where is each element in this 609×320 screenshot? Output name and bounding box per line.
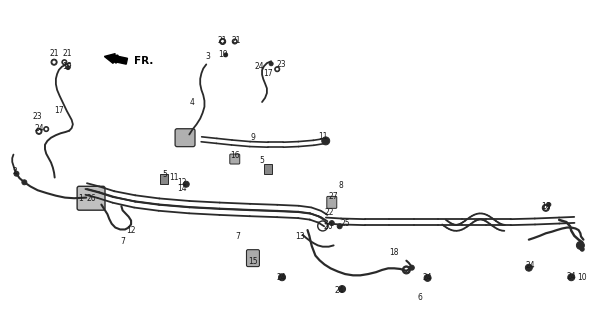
Text: 22: 22 bbox=[324, 208, 334, 217]
Circle shape bbox=[544, 206, 547, 210]
Text: 26: 26 bbox=[86, 194, 96, 203]
Text: 27: 27 bbox=[329, 192, 339, 201]
Text: 12: 12 bbox=[177, 178, 187, 187]
Circle shape bbox=[36, 128, 42, 134]
FancyBboxPatch shape bbox=[77, 186, 105, 210]
Circle shape bbox=[403, 266, 410, 274]
Bar bbox=[160, 174, 168, 184]
Circle shape bbox=[547, 203, 551, 207]
Text: 7: 7 bbox=[235, 232, 240, 241]
Circle shape bbox=[526, 264, 532, 271]
Text: 21: 21 bbox=[232, 36, 241, 45]
Text: 24: 24 bbox=[525, 261, 535, 270]
FancyBboxPatch shape bbox=[230, 154, 240, 164]
Circle shape bbox=[543, 204, 549, 211]
Bar bbox=[264, 164, 272, 173]
Text: 5: 5 bbox=[163, 170, 167, 179]
Text: 24: 24 bbox=[34, 124, 44, 132]
Text: 18: 18 bbox=[390, 248, 399, 257]
Text: 18: 18 bbox=[541, 202, 551, 211]
Circle shape bbox=[63, 61, 66, 64]
FancyBboxPatch shape bbox=[175, 129, 195, 147]
FancyArrow shape bbox=[104, 54, 127, 64]
Circle shape bbox=[14, 171, 19, 176]
Circle shape bbox=[52, 60, 55, 64]
Text: 19: 19 bbox=[218, 50, 227, 59]
Text: 24: 24 bbox=[276, 273, 286, 282]
Circle shape bbox=[66, 66, 70, 69]
Text: 8: 8 bbox=[339, 181, 343, 190]
Circle shape bbox=[275, 67, 280, 72]
Circle shape bbox=[44, 127, 49, 132]
Circle shape bbox=[22, 180, 27, 185]
Text: 21: 21 bbox=[218, 36, 227, 45]
Text: 17: 17 bbox=[54, 106, 64, 115]
Text: 16: 16 bbox=[230, 151, 239, 160]
Text: 12: 12 bbox=[125, 226, 135, 235]
Circle shape bbox=[37, 130, 41, 133]
Circle shape bbox=[322, 137, 329, 145]
FancyBboxPatch shape bbox=[247, 250, 259, 267]
Circle shape bbox=[233, 40, 236, 43]
Circle shape bbox=[224, 53, 228, 57]
Text: 19: 19 bbox=[62, 62, 72, 71]
Text: 10: 10 bbox=[577, 273, 587, 282]
Circle shape bbox=[276, 68, 278, 71]
Text: 24: 24 bbox=[254, 61, 264, 70]
Circle shape bbox=[232, 39, 238, 44]
Text: 4: 4 bbox=[190, 98, 195, 107]
Circle shape bbox=[220, 38, 225, 44]
Circle shape bbox=[221, 40, 224, 43]
Text: 3: 3 bbox=[205, 52, 210, 61]
Text: 5: 5 bbox=[259, 156, 264, 164]
Text: 17: 17 bbox=[263, 69, 273, 78]
Text: 1: 1 bbox=[78, 194, 83, 203]
Text: 6: 6 bbox=[417, 292, 422, 301]
Circle shape bbox=[51, 59, 57, 65]
Circle shape bbox=[269, 62, 273, 66]
Text: 23: 23 bbox=[33, 113, 43, 122]
Text: 21: 21 bbox=[62, 49, 72, 58]
Circle shape bbox=[404, 268, 409, 272]
Text: 14: 14 bbox=[177, 184, 187, 193]
Text: 21: 21 bbox=[50, 49, 60, 58]
Circle shape bbox=[339, 285, 345, 292]
Circle shape bbox=[329, 220, 334, 226]
Text: 24: 24 bbox=[566, 272, 576, 281]
Circle shape bbox=[568, 274, 575, 281]
Text: 15: 15 bbox=[248, 258, 258, 267]
Text: 20: 20 bbox=[324, 222, 334, 231]
Text: 13: 13 bbox=[295, 232, 305, 241]
Text: 23: 23 bbox=[276, 60, 286, 69]
Circle shape bbox=[580, 247, 584, 251]
Circle shape bbox=[337, 224, 342, 229]
Circle shape bbox=[45, 128, 48, 131]
Circle shape bbox=[183, 181, 189, 187]
Text: FR.: FR. bbox=[133, 56, 153, 66]
Text: 25: 25 bbox=[341, 219, 351, 228]
Text: 24: 24 bbox=[423, 273, 432, 282]
Text: 24: 24 bbox=[335, 286, 345, 295]
Text: 11: 11 bbox=[318, 132, 328, 140]
FancyBboxPatch shape bbox=[327, 196, 337, 208]
Circle shape bbox=[409, 265, 414, 270]
Circle shape bbox=[62, 60, 67, 65]
Text: 11: 11 bbox=[169, 173, 178, 182]
Circle shape bbox=[576, 241, 585, 249]
Text: 9: 9 bbox=[250, 133, 255, 142]
Text: 2: 2 bbox=[12, 167, 17, 176]
Circle shape bbox=[424, 275, 431, 281]
Circle shape bbox=[278, 274, 286, 281]
Text: 7: 7 bbox=[120, 237, 125, 246]
